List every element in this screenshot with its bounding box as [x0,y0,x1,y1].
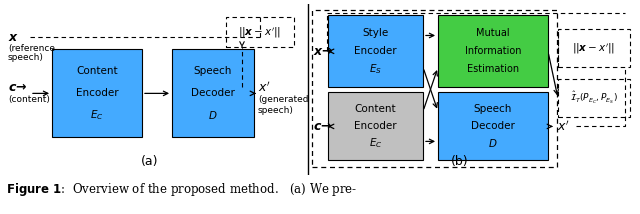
Text: Mutual: Mutual [476,28,510,38]
Text: $||\boldsymbol{x}-\boldsymbol{x^{\prime}}||$: $||\boldsymbol{x}-\boldsymbol{x^{\prime}… [239,25,282,40]
Text: (reference: (reference [8,44,55,53]
Text: $\boldsymbol{c}$→: $\boldsymbol{c}$→ [313,120,332,133]
Bar [328,15,423,87]
Text: Style: Style [362,28,388,38]
Text: (a): (a) [141,155,159,168]
Text: Content: Content [76,66,118,76]
Text: $E_C$: $E_C$ [90,108,104,122]
Text: $\mathbf{Figure\ 1}$:  Overview of the proposed method.   (a) We pre-: $\mathbf{Figure\ 1}$: Overview of the pr… [6,181,358,198]
Bar [312,10,557,168]
Text: $D$: $D$ [488,137,498,149]
Text: $||\boldsymbol{x}-\boldsymbol{x^{\prime}}||$: $||\boldsymbol{x}-\boldsymbol{x^{\prime}… [572,41,616,55]
Text: Encoder: Encoder [76,88,118,98]
Text: $\boldsymbol{x}$→: $\boldsymbol{x}$→ [313,45,333,58]
Text: speech): speech) [8,53,44,62]
Text: Encoder: Encoder [354,46,397,56]
Text: (b): (b) [451,155,469,168]
Text: $\boldsymbol{c}$→: $\boldsymbol{c}$→ [8,81,28,94]
Text: $\boldsymbol{x^{\prime}}$: $\boldsymbol{x^{\prime}}$ [258,80,271,95]
Text: $E_C$: $E_C$ [369,137,382,150]
Text: $\boldsymbol{x}$: $\boldsymbol{x}$ [8,31,19,44]
Text: (generated: (generated [258,95,308,104]
Text: Decoder: Decoder [191,88,235,98]
Bar [438,15,548,87]
Text: Speech: Speech [474,104,512,114]
Bar [558,29,630,67]
Bar [558,79,630,117]
Text: Speech: Speech [194,66,232,76]
Bar [328,92,423,160]
Bar [172,49,254,137]
Text: Estimation: Estimation [467,64,519,74]
Text: $D$: $D$ [208,109,218,121]
Text: speech): speech) [258,106,294,115]
Bar [52,49,142,137]
Text: $E_S$: $E_S$ [369,62,382,76]
Text: Information: Information [465,46,521,56]
Bar [438,92,548,160]
Text: (content): (content) [8,95,50,104]
Text: $\boldsymbol{x^{\prime}}$: $\boldsymbol{x^{\prime}}$ [553,119,570,134]
Text: Encoder: Encoder [354,121,397,131]
Text: Decoder: Decoder [471,121,515,131]
Text: Content: Content [355,104,396,114]
Bar [226,17,294,47]
Text: $\hat{\mathcal{I}}_T(P_{E_C},P_{E_S})$: $\hat{\mathcal{I}}_T(P_{E_C},P_{E_S})$ [570,90,618,107]
